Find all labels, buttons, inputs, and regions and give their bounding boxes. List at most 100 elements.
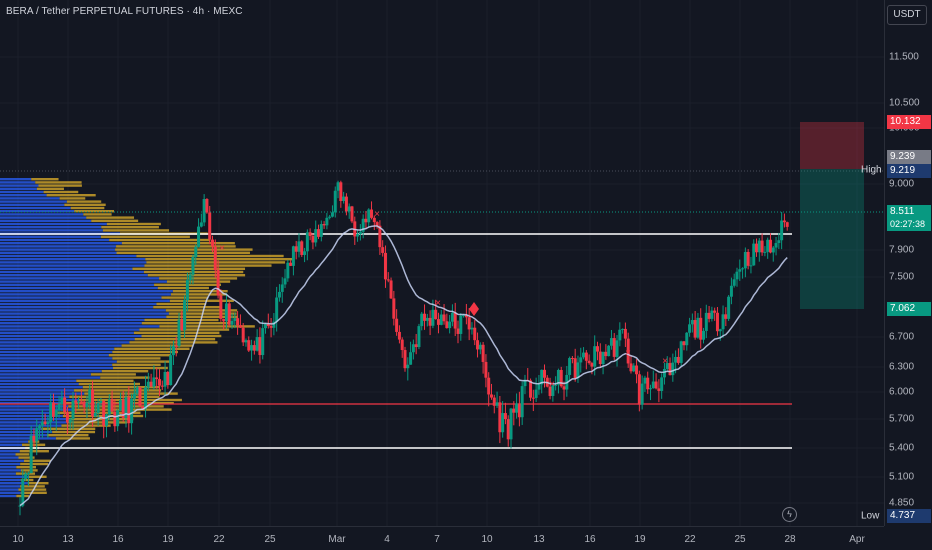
lightning-icon[interactable]: ϟ (782, 507, 797, 522)
volume-profile-bar-blue (0, 472, 16, 475)
volume-profile-bar-blue (0, 235, 101, 238)
candle-body (596, 346, 599, 352)
volume-profile-bar-yellow (27, 482, 49, 485)
candle-body (715, 312, 719, 332)
candle-body (93, 412, 97, 417)
price-tick: 4.850 (889, 497, 915, 509)
candle-body (420, 313, 424, 327)
volume-profile-bar-yellow (78, 382, 140, 386)
volume-profile-bar-blue (0, 360, 117, 363)
volume-profile-bar-blue (0, 379, 77, 382)
volume-profile-bar-yellow (159, 277, 238, 280)
volume-profile-bar-blue (0, 347, 115, 350)
volume-profile-bar-blue (0, 187, 37, 190)
candle-body (768, 239, 772, 253)
volume-profile-bar-blue (0, 306, 154, 309)
candle-body (339, 182, 343, 201)
candle-body (621, 328, 625, 330)
volume-profile-bar-blue (0, 418, 67, 421)
candle-body (57, 404, 61, 411)
candle-body (277, 291, 281, 298)
volume-profile-bar-blue (0, 485, 21, 488)
candle-body (590, 363, 594, 367)
candle-body (208, 212, 212, 240)
signal-x-marker: × (662, 356, 668, 367)
candle-body (79, 401, 83, 403)
candle-body (96, 403, 100, 413)
candle-body (568, 358, 572, 375)
price-axis[interactable]: 11.50010.50010.0009.0007.9007.5006.7006.… (884, 0, 932, 526)
candle-body (548, 386, 552, 396)
candle-body (400, 339, 404, 351)
chart-area[interactable]: × × × × × × BERA / Tether PERPETUAL FUTURES ·… (0, 0, 884, 526)
volume-profile-bar-blue (0, 354, 109, 357)
time-tick: 16 (112, 534, 124, 545)
candle-body (319, 224, 323, 237)
volume-profile-bar-blue (0, 293, 171, 296)
candle-body (283, 278, 287, 285)
time-tick: 19 (634, 534, 646, 545)
candle-body (476, 340, 480, 350)
volume-profile-bar-blue (0, 219, 92, 222)
volume-profile-bar-blue (0, 427, 42, 430)
candle-body (688, 324, 692, 333)
volume-profile-bar-yellow (147, 274, 246, 277)
candle-body (205, 199, 209, 213)
volume-profile-bar-yellow (170, 293, 227, 296)
volume-profile-bar-yellow (134, 338, 216, 341)
candle-body (676, 356, 680, 363)
volume-profile-bar-yellow (66, 200, 102, 203)
candle-body (448, 321, 452, 329)
volume-profile-bar-yellow (141, 334, 222, 338)
time-axis[interactable]: 10 13 16 19 22 25 Mar 4 7 10 13 16 19 22 25 28 Apr (0, 526, 884, 550)
candle-body (445, 321, 449, 329)
candle-body (308, 232, 312, 236)
volume-profile-bar-blue (0, 200, 67, 203)
candle-body (230, 320, 234, 325)
volume-profile-bar-blue (0, 334, 142, 338)
candle-body (386, 279, 390, 281)
price-tick: 5.400 (889, 442, 915, 454)
volume-profile-bar-yellow (20, 462, 49, 466)
volume-profile-bar-blue (0, 312, 169, 315)
volume-profile-bar-yellow (36, 187, 64, 190)
volume-profile-bar-blue (0, 421, 67, 424)
candle-body (188, 274, 192, 281)
candle-body (459, 315, 463, 334)
candle-body (238, 325, 242, 328)
candle-body (38, 425, 42, 429)
volume-profile-bar-yellow (18, 456, 35, 459)
candle-body (570, 358, 574, 360)
candle-body (609, 338, 613, 346)
candle-body (484, 361, 488, 378)
currency-button[interactable]: USDT (887, 5, 927, 25)
volume-profile-bar-blue (0, 248, 116, 251)
volume-profile-bar-blue (0, 437, 56, 440)
volume-profile-bar-blue (0, 277, 160, 280)
candle-body (252, 345, 256, 351)
candle-body (752, 243, 756, 266)
volume-profile-bar-yellow (156, 302, 207, 306)
time-tick: Mar (328, 534, 346, 545)
volume-profile-bar-yellow (121, 242, 235, 245)
candle-body (626, 338, 630, 364)
time-tick: Apr (849, 534, 865, 545)
candle-body (406, 364, 410, 369)
candle-body (26, 473, 30, 475)
price-chart[interactable]: × × × × × × (0, 0, 884, 526)
candle-body (43, 421, 47, 424)
volume-profile-bar-yellow (100, 376, 150, 379)
volume-profile-bar-blue (0, 366, 114, 370)
candle-body (160, 385, 164, 387)
candle-body (629, 363, 633, 372)
candle-body (741, 268, 745, 270)
candle-body (660, 377, 664, 391)
volume-profile-bar-yellow (20, 491, 47, 494)
candle-body (495, 402, 499, 406)
candle-body (300, 241, 304, 255)
volume-profile-bar-yellow (52, 430, 96, 434)
candle-body (403, 350, 407, 369)
candle-body (289, 262, 293, 266)
volume-profile-bar-blue (0, 386, 83, 389)
signal-x-marker: × (435, 298, 441, 309)
